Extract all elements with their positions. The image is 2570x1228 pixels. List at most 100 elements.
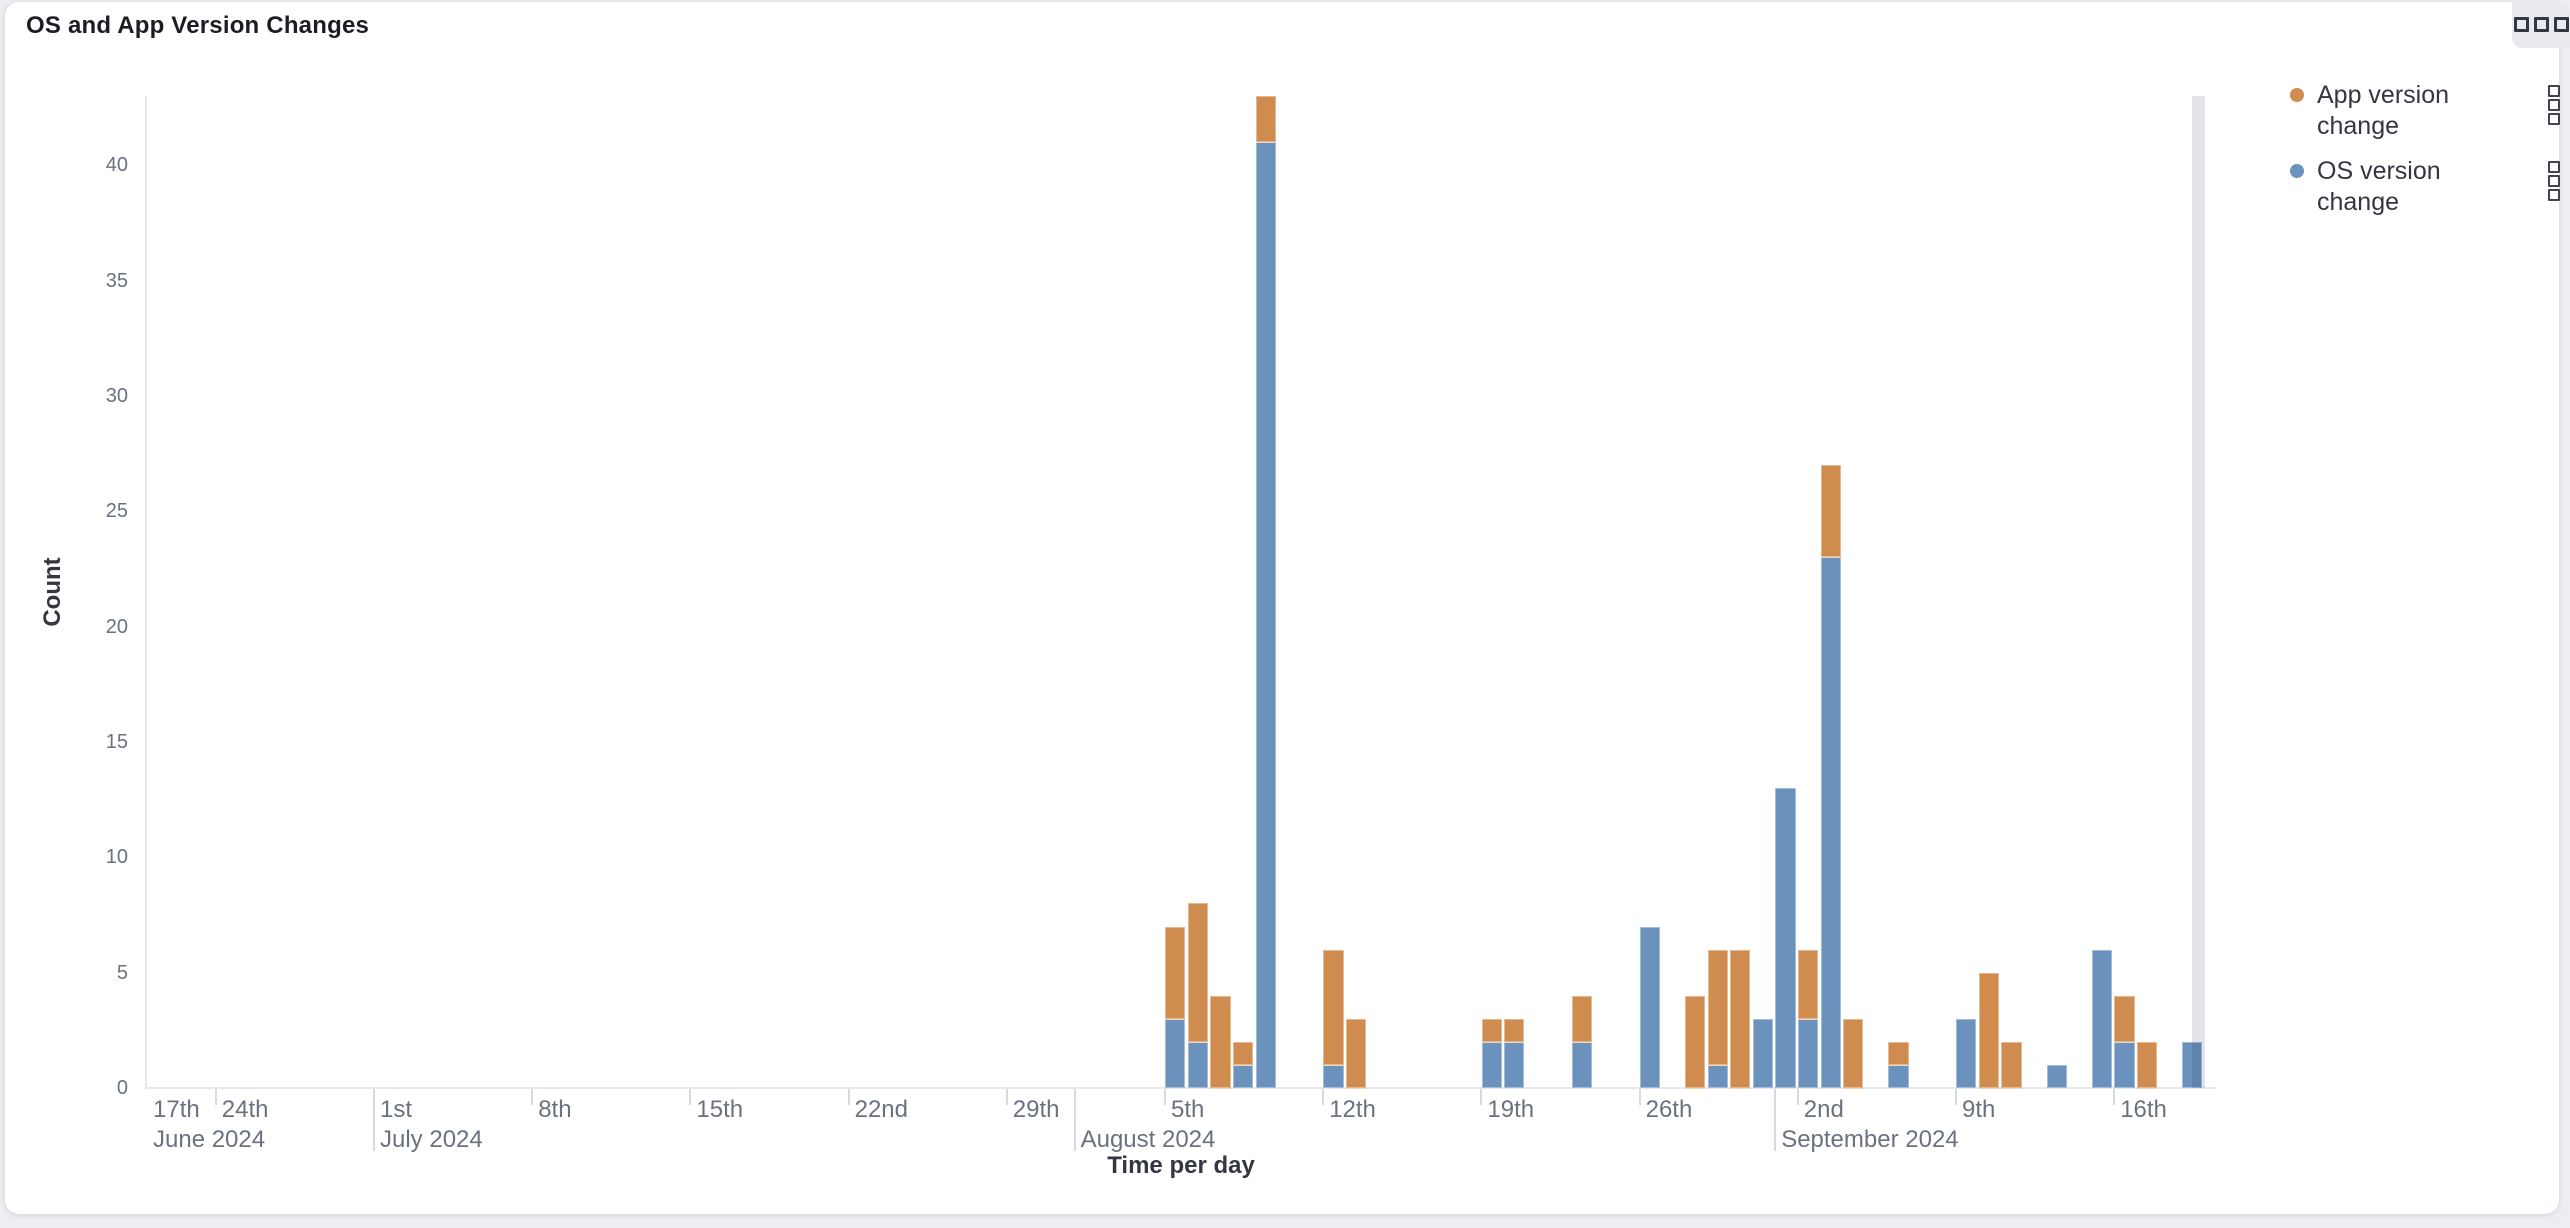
x-axis-tick bbox=[1322, 1089, 1325, 1105]
x-axis-month-label: July 2024 bbox=[380, 1126, 483, 1153]
bar-segment-app-version-change[interactable] bbox=[1233, 1041, 1254, 1066]
partial-bucket-band bbox=[2191, 96, 2205, 1088]
bar-segment-app-version-change[interactable] bbox=[2114, 995, 2135, 1043]
x-axis-month-label: August 2024 bbox=[1080, 1126, 1216, 1153]
bar-segment-os-version-change[interactable] bbox=[1707, 1064, 1728, 1088]
bar-segment-os-version-change[interactable] bbox=[1481, 1041, 1502, 1088]
x-axis-month-tick bbox=[1073, 1089, 1076, 1151]
x-axis-month-tick bbox=[373, 1089, 375, 1151]
x-axis-tick bbox=[214, 1089, 217, 1105]
bar-segment-os-version-change[interactable] bbox=[2182, 1041, 2203, 1088]
x-axis-month-label: June 2024 bbox=[153, 1126, 266, 1153]
bar-segment-app-version-change[interactable] bbox=[1187, 903, 1209, 1043]
bar-segment-app-version-change[interactable] bbox=[1572, 995, 1593, 1043]
bar-segment-os-version-change[interactable] bbox=[2091, 949, 2113, 1088]
bar-segment-os-version-change[interactable] bbox=[1572, 1041, 1593, 1088]
legend-swatch-icon bbox=[2290, 88, 2304, 102]
x-axis-line bbox=[145, 1087, 2216, 1089]
y-axis-tick-label: 5 bbox=[116, 961, 128, 984]
bar-segment-os-version-change[interactable] bbox=[1187, 1041, 1209, 1088]
bar-segment-app-version-change[interactable] bbox=[1346, 1018, 1367, 1089]
bar-segment-app-version-change[interactable] bbox=[1504, 1018, 1525, 1043]
x-axis-tick-label: 29th bbox=[1012, 1096, 1060, 1123]
bar-segment-app-version-change[interactable] bbox=[1707, 949, 1728, 1066]
x-axis-tick bbox=[2113, 1089, 2116, 1105]
boxes-horizontal-icon bbox=[2513, 16, 2569, 32]
x-axis-tick bbox=[689, 1089, 692, 1105]
x-axis-tick bbox=[1480, 1089, 1483, 1105]
x-axis-tick-label: 26th bbox=[1645, 1096, 1693, 1123]
bar-segment-os-version-change[interactable] bbox=[1775, 788, 1796, 1088]
y-axis-tick-label: 15 bbox=[105, 730, 128, 753]
panel-title[interactable]: OS and App Version Changes bbox=[26, 12, 370, 39]
bar-segment-os-version-change[interactable] bbox=[1255, 142, 1276, 1088]
x-axis-month-tick bbox=[1774, 1089, 1777, 1151]
bar-segment-app-version-change[interactable] bbox=[1685, 995, 1706, 1089]
x-axis-tick bbox=[1005, 1089, 1008, 1105]
bar-segment-os-version-change[interactable] bbox=[1888, 1064, 1909, 1088]
x-axis-tick-label: 2nd bbox=[1803, 1096, 1844, 1123]
y-axis-tick-label: 25 bbox=[105, 500, 128, 523]
y-axis-tick-label: 10 bbox=[105, 846, 128, 869]
y-axis-tick-label: 30 bbox=[105, 384, 128, 407]
x-axis-tick bbox=[1796, 1089, 1799, 1105]
x-axis-tick-label: 17th bbox=[153, 1096, 200, 1123]
y-axis-tick-label: 35 bbox=[105, 269, 128, 292]
bar-segment-os-version-change[interactable] bbox=[2046, 1064, 2067, 1088]
y-axis-tick-label: 40 bbox=[105, 154, 128, 177]
bar-segment-app-version-change[interactable] bbox=[1978, 972, 2000, 1089]
x-axis-tick bbox=[847, 1089, 850, 1105]
legend-swatch-icon bbox=[2290, 164, 2304, 178]
x-axis-tick bbox=[1955, 1089, 1957, 1105]
legend-item-label: OS version change bbox=[2317, 157, 2441, 216]
x-axis-tick-label: 1st bbox=[380, 1096, 413, 1123]
bar-segment-os-version-change[interactable] bbox=[1798, 1018, 1819, 1088]
x-axis-tick-label: 12th bbox=[1329, 1096, 1376, 1123]
legend-item-label: App version change bbox=[2317, 81, 2450, 140]
bar-segment-os-version-change[interactable] bbox=[1323, 1064, 1344, 1088]
bar-segment-app-version-change[interactable] bbox=[1843, 1018, 1864, 1089]
x-axis-tick-label: 16th bbox=[2120, 1096, 2167, 1123]
legend-actions-icon[interactable] bbox=[2548, 80, 2560, 127]
bar-segment-app-version-change[interactable] bbox=[1481, 1018, 1502, 1043]
legend-item-app-version-change[interactable]: App version change bbox=[2290, 80, 2560, 142]
y-axis-tick-label: 20 bbox=[105, 615, 128, 638]
bar-segment-os-version-change[interactable] bbox=[1504, 1041, 1525, 1088]
x-axis-tick-label: 15th bbox=[696, 1096, 744, 1123]
y-axis-tick-label: 0 bbox=[116, 1077, 128, 1099]
x-axis-month-label: September 2024 bbox=[1781, 1126, 1959, 1153]
x-axis-tick-label: 5th bbox=[1171, 1096, 1205, 1123]
bar-segment-os-version-change[interactable] bbox=[1956, 1018, 1977, 1088]
bar-segment-app-version-change[interactable] bbox=[1323, 949, 1344, 1066]
bar-segment-app-version-change[interactable] bbox=[2137, 1041, 2158, 1089]
bar-segment-os-version-change[interactable] bbox=[1233, 1064, 1254, 1088]
bar-segment-app-version-change[interactable] bbox=[1165, 926, 1186, 1020]
x-axis-tick bbox=[1638, 1089, 1641, 1105]
x-axis-tick-label: 22nd bbox=[854, 1096, 908, 1123]
legend-item-os-version-change[interactable]: OS version change bbox=[2290, 156, 2560, 218]
x-axis-tick bbox=[531, 1089, 534, 1105]
bar-segment-os-version-change[interactable] bbox=[2114, 1041, 2135, 1088]
bar-segment-app-version-change[interactable] bbox=[1888, 1041, 1909, 1066]
bar-segment-app-version-change[interactable] bbox=[1730, 949, 1751, 1089]
legend: App version change OS version change bbox=[2290, 80, 2560, 232]
x-axis-title: Time per day bbox=[1107, 1152, 1255, 1179]
bar-segment-app-version-change[interactable] bbox=[1210, 995, 1231, 1089]
x-axis-tick bbox=[1164, 1089, 1166, 1105]
panel-options-button[interactable] bbox=[2512, 0, 2570, 48]
x-axis-tick-label: 24th bbox=[221, 1096, 269, 1123]
bar-segment-os-version-change[interactable] bbox=[1639, 926, 1661, 1088]
bar-segment-app-version-change[interactable] bbox=[1255, 96, 1276, 144]
bar-segment-app-version-change[interactable] bbox=[2001, 1041, 2022, 1089]
bar-segment-app-version-change[interactable] bbox=[1820, 465, 1841, 559]
x-axis-tick-label: 19th bbox=[1487, 1096, 1535, 1123]
legend-actions-icon[interactable] bbox=[2548, 156, 2560, 203]
x-axis-tick-label: 9th bbox=[1962, 1096, 1996, 1123]
bar-segment-os-version-change[interactable] bbox=[1752, 1018, 1774, 1088]
bar-segment-os-version-change[interactable] bbox=[1165, 1018, 1186, 1088]
x-axis-tick-label: 8th bbox=[538, 1096, 572, 1123]
bar-segment-app-version-change[interactable] bbox=[1798, 949, 1819, 1020]
y-axis-line bbox=[145, 96, 147, 1088]
bar-segment-os-version-change[interactable] bbox=[1820, 557, 1841, 1088]
